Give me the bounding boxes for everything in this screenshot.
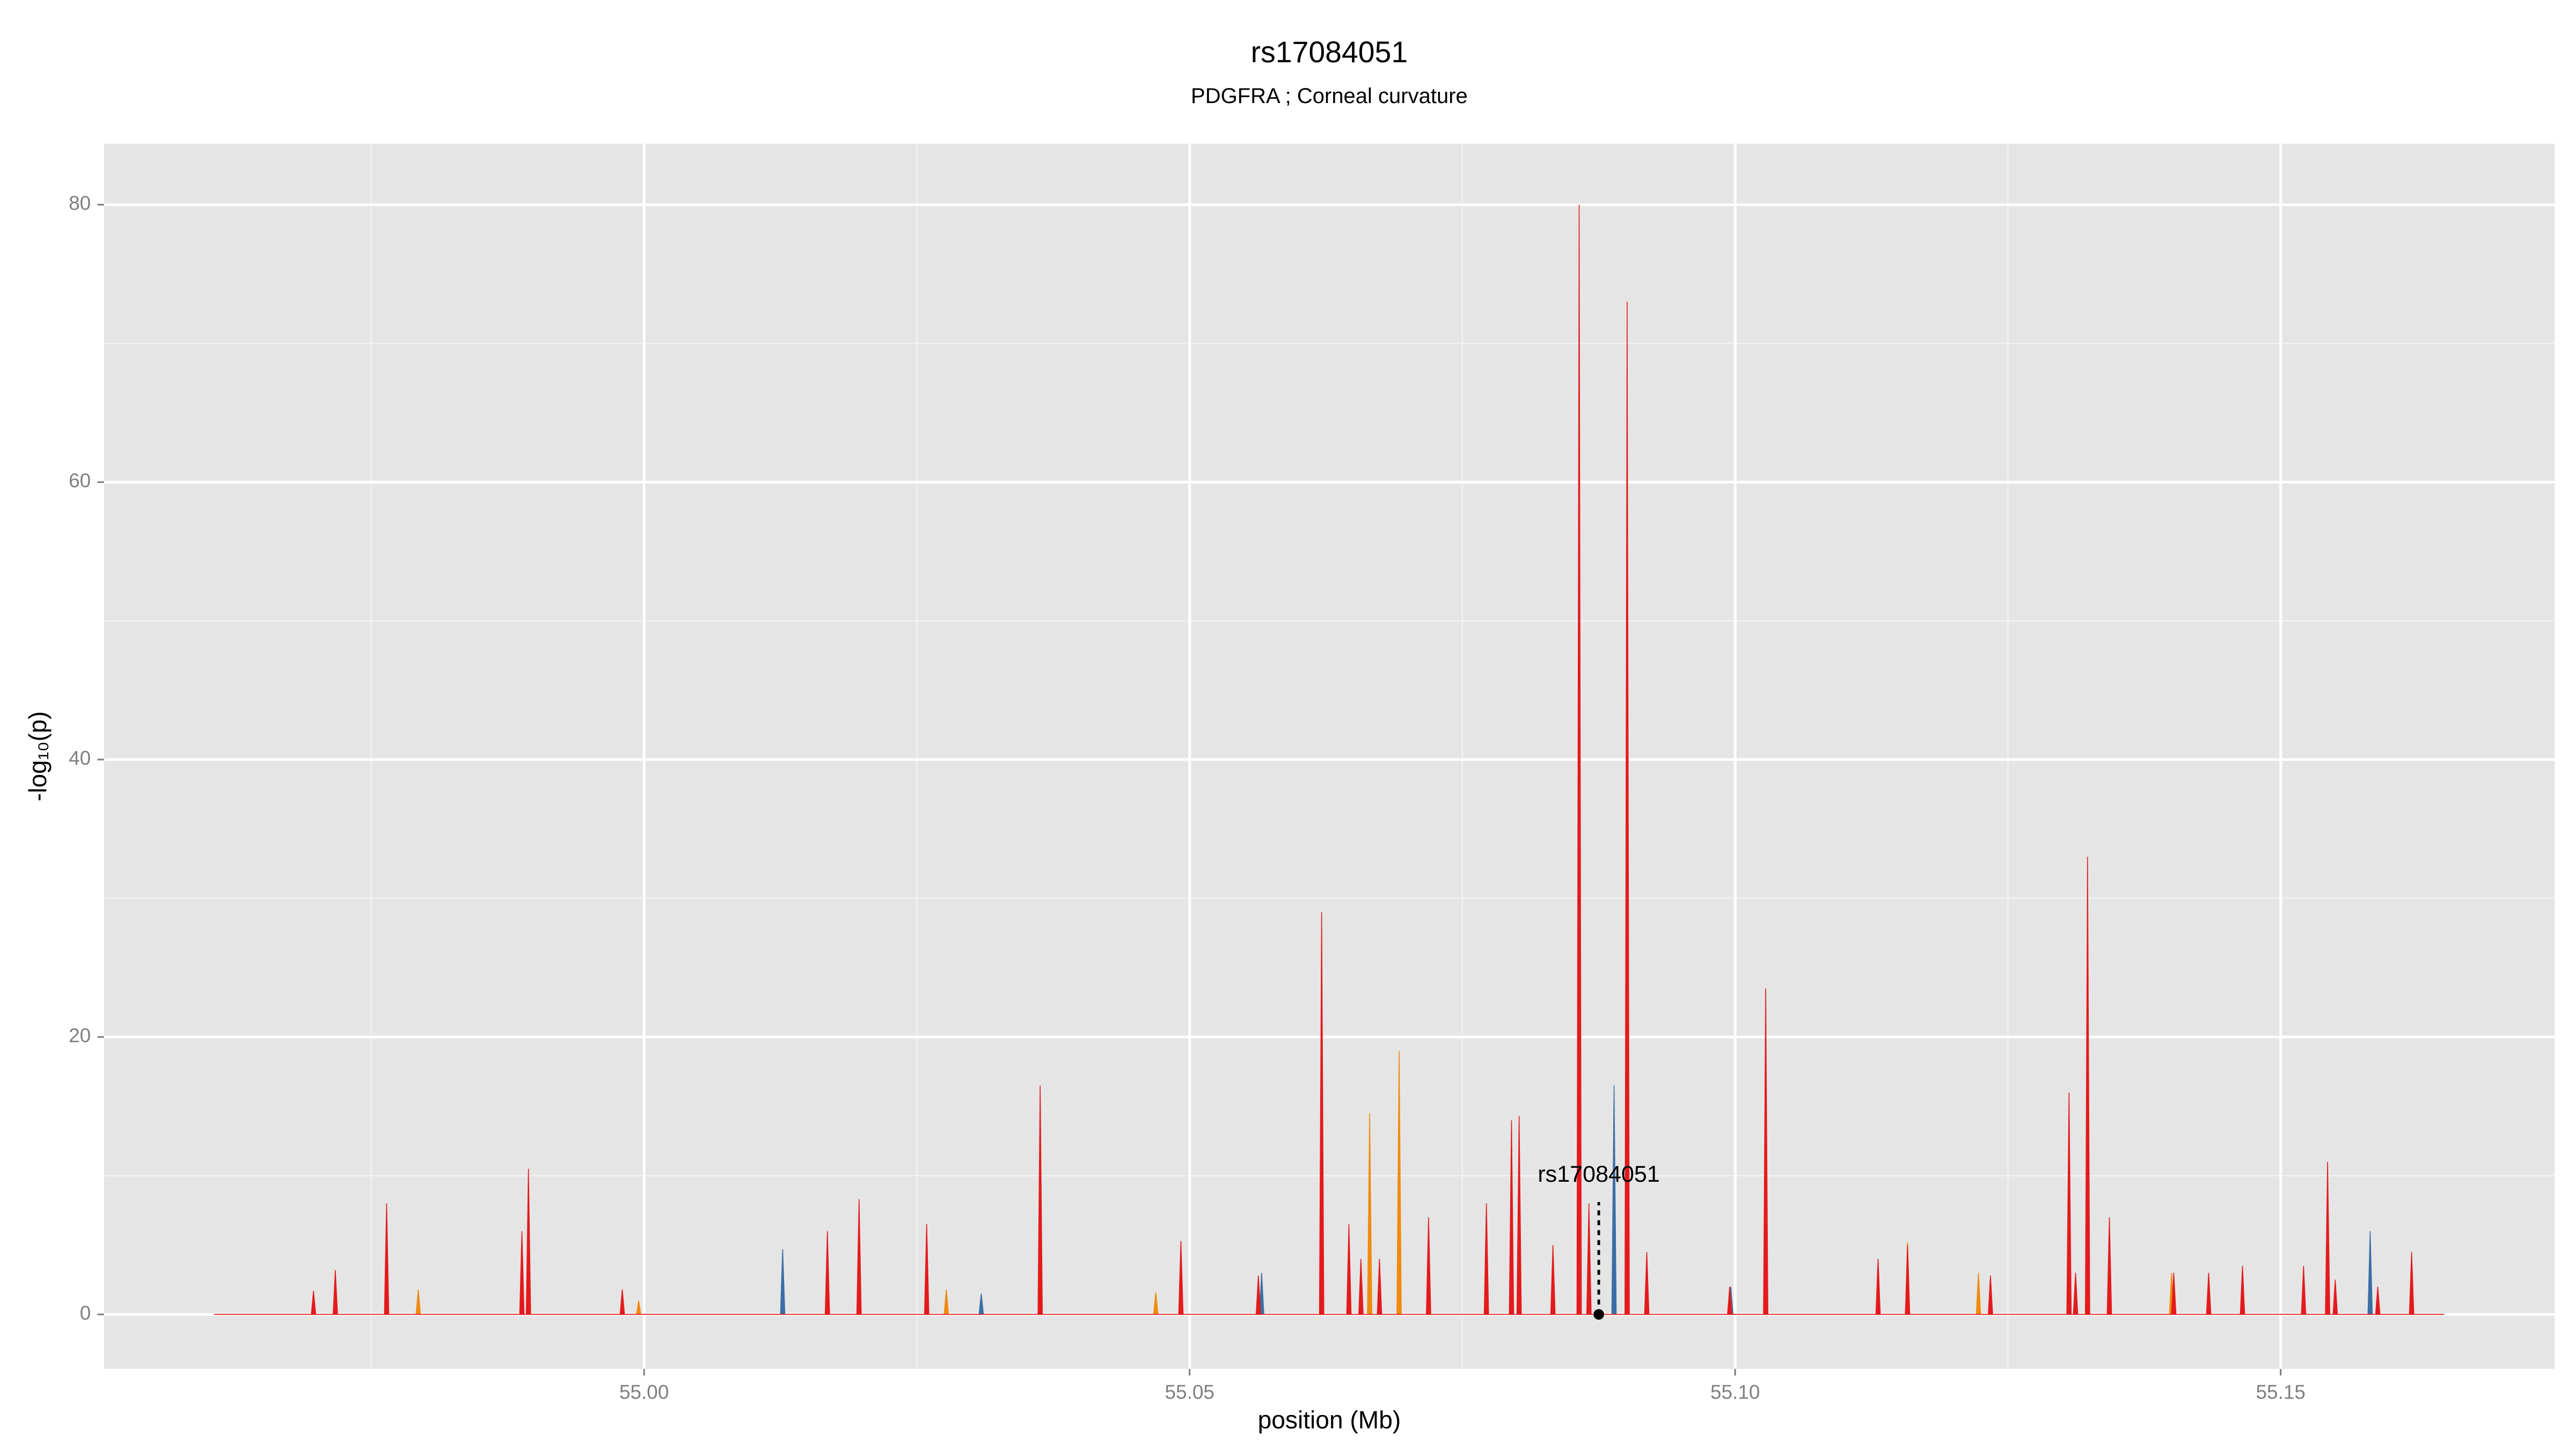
y-tick-label: 40 [69, 747, 91, 769]
annotation-layer: rs17084051 [1538, 1161, 1660, 1320]
chart-subtitle: PDGFRA ; Corneal curvature [1191, 84, 1468, 108]
y-tick-label: 60 [69, 470, 91, 492]
x-axis-label: position (Mb) [1258, 1406, 1401, 1433]
x-tick-label: 55.15 [2256, 1381, 2306, 1403]
labels: 55.00 55.05 55.10 55.15 0 20 40 60 80 [69, 192, 2306, 1403]
marks [214, 204, 2445, 1315]
plot-panel [104, 143, 2555, 1369]
x-tick-label: 55.10 [1710, 1381, 1760, 1403]
x-tick-label: 55.05 [1165, 1381, 1214, 1403]
y-tick-label: 20 [69, 1024, 91, 1046]
annotation-label: rs17084051 [1538, 1161, 1659, 1187]
y-tick-label: 0 [80, 1302, 91, 1324]
x-tick-label: 55.00 [619, 1381, 669, 1403]
y-tick-label: 80 [69, 192, 91, 214]
y-axis-label: -log₁₀(p) [24, 711, 52, 801]
chart-title: rs17084051 [1251, 35, 1408, 69]
grid [104, 143, 2555, 1369]
annotation-point [1593, 1309, 1604, 1320]
area [214, 204, 2445, 1315]
